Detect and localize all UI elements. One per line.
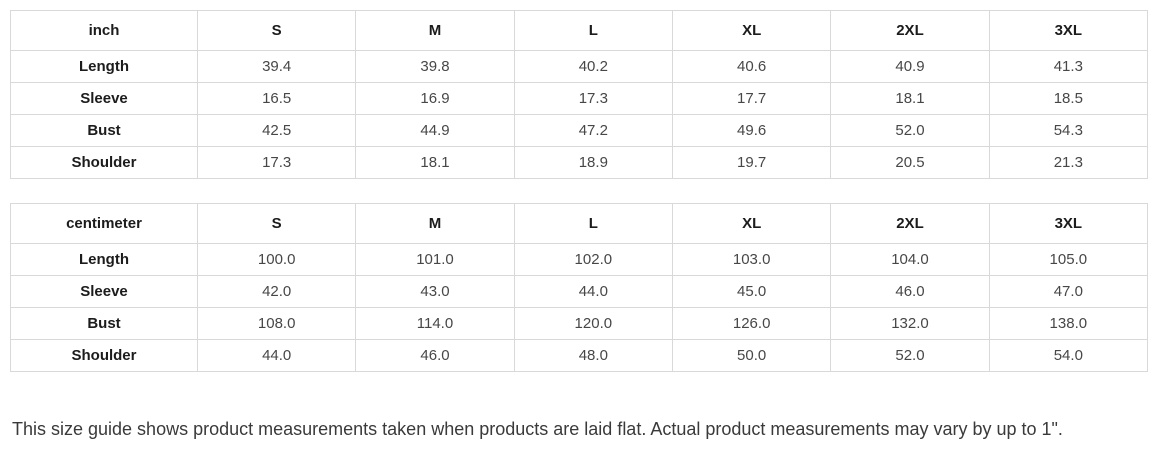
header-row: inch S M L XL 2XL 3XL bbox=[10, 10, 1149, 51]
table-row: Shoulder 17.3 18.1 18.9 19.7 20.5 21.3 bbox=[10, 146, 1149, 179]
cell-value: 54.0 bbox=[988, 339, 1149, 372]
size-header: 2XL bbox=[830, 10, 990, 51]
row-label: Sleeve bbox=[10, 275, 198, 308]
table-row: Bust 42.5 44.9 47.2 49.6 52.0 54.3 bbox=[10, 114, 1149, 147]
cell-value: 54.3 bbox=[988, 114, 1149, 147]
cell-value: 17.3 bbox=[513, 82, 673, 115]
header-row: centimeter S M L XL 2XL 3XL bbox=[10, 203, 1149, 244]
cell-value: 42.5 bbox=[196, 114, 357, 147]
size-table-centimeter: centimeter S M L XL 2XL 3XL Length 100.0 1… bbox=[10, 203, 1149, 372]
cell-value: 40.9 bbox=[830, 50, 990, 83]
cell-value: 44.0 bbox=[196, 339, 357, 372]
cell-value: 20.5 bbox=[830, 146, 990, 179]
table-row: Length 100.0 101.0 102.0 103.0 104.0 105.0 bbox=[10, 243, 1149, 276]
size-header: L bbox=[513, 203, 673, 244]
unit-header: centimeter bbox=[10, 203, 198, 244]
cell-value: 18.1 bbox=[830, 82, 990, 115]
cell-value: 41.3 bbox=[988, 50, 1149, 83]
cell-value: 39.4 bbox=[196, 50, 357, 83]
size-header: M bbox=[355, 203, 515, 244]
cell-value: 46.0 bbox=[355, 339, 515, 372]
cell-value: 47.0 bbox=[988, 275, 1149, 308]
cell-value: 16.9 bbox=[355, 82, 515, 115]
size-guide-note: This size guide shows product measuremen… bbox=[12, 419, 1063, 439]
size-header: 3XL bbox=[988, 203, 1149, 244]
cell-value: 52.0 bbox=[830, 114, 990, 147]
row-label: Length bbox=[10, 243, 198, 276]
cell-value: 17.7 bbox=[671, 82, 832, 115]
cell-value: 100.0 bbox=[196, 243, 357, 276]
row-label: Shoulder bbox=[10, 146, 198, 179]
cell-value: 49.6 bbox=[671, 114, 832, 147]
size-header: XL bbox=[671, 203, 832, 244]
size-header: M bbox=[355, 10, 515, 51]
cell-value: 40.2 bbox=[513, 50, 673, 83]
table-gap bbox=[10, 179, 1148, 203]
cell-value: 101.0 bbox=[355, 243, 515, 276]
table-row: Length 39.4 39.8 40.2 40.6 40.9 41.3 bbox=[10, 50, 1149, 83]
cell-value: 52.0 bbox=[830, 339, 990, 372]
cell-value: 48.0 bbox=[513, 339, 673, 372]
row-label: Bust bbox=[10, 307, 198, 340]
cell-value: 47.2 bbox=[513, 114, 673, 147]
cell-value: 16.5 bbox=[196, 82, 357, 115]
cell-value: 18.5 bbox=[988, 82, 1149, 115]
cell-value: 126.0 bbox=[671, 307, 832, 340]
cell-value: 132.0 bbox=[830, 307, 990, 340]
size-header: S bbox=[196, 203, 357, 244]
size-header: S bbox=[196, 10, 357, 51]
row-label: Shoulder bbox=[10, 339, 198, 372]
cell-value: 138.0 bbox=[988, 307, 1149, 340]
cell-value: 45.0 bbox=[671, 275, 832, 308]
table-row: Sleeve 42.0 43.0 44.0 45.0 46.0 47.0 bbox=[10, 275, 1149, 308]
cell-value: 102.0 bbox=[513, 243, 673, 276]
cell-value: 46.0 bbox=[830, 275, 990, 308]
table-row: Shoulder 44.0 46.0 48.0 50.0 52.0 54.0 bbox=[10, 339, 1149, 372]
cell-value: 103.0 bbox=[671, 243, 832, 276]
cell-value: 18.1 bbox=[355, 146, 515, 179]
table-row: Bust 108.0 114.0 120.0 126.0 132.0 138.0 bbox=[10, 307, 1149, 340]
cell-value: 19.7 bbox=[671, 146, 832, 179]
size-header: 2XL bbox=[830, 203, 990, 244]
cell-value: 17.3 bbox=[196, 146, 357, 179]
table-row: Sleeve 16.5 16.9 17.3 17.7 18.1 18.5 bbox=[10, 82, 1149, 115]
cell-value: 40.6 bbox=[671, 50, 832, 83]
size-header: 3XL bbox=[988, 10, 1149, 51]
row-label: Sleeve bbox=[10, 82, 198, 115]
cell-value: 120.0 bbox=[513, 307, 673, 340]
cell-value: 50.0 bbox=[671, 339, 832, 372]
cell-value: 105.0 bbox=[988, 243, 1149, 276]
row-label: Length bbox=[10, 50, 198, 83]
row-label: Bust bbox=[10, 114, 198, 147]
cell-value: 44.9 bbox=[355, 114, 515, 147]
cell-value: 21.3 bbox=[988, 146, 1149, 179]
cell-value: 39.8 bbox=[355, 50, 515, 83]
cell-value: 44.0 bbox=[513, 275, 673, 308]
size-table-inch: inch S M L XL 2XL 3XL Length 39.4 39.8 40.2… bbox=[10, 10, 1149, 179]
cell-value: 114.0 bbox=[355, 307, 515, 340]
size-header: XL bbox=[671, 10, 832, 51]
cell-value: 43.0 bbox=[355, 275, 515, 308]
unit-header: inch bbox=[10, 10, 198, 51]
cell-value: 108.0 bbox=[196, 307, 357, 340]
cell-value: 104.0 bbox=[830, 243, 990, 276]
size-header: L bbox=[513, 10, 673, 51]
cell-value: 42.0 bbox=[196, 275, 357, 308]
cell-value: 18.9 bbox=[513, 146, 673, 179]
